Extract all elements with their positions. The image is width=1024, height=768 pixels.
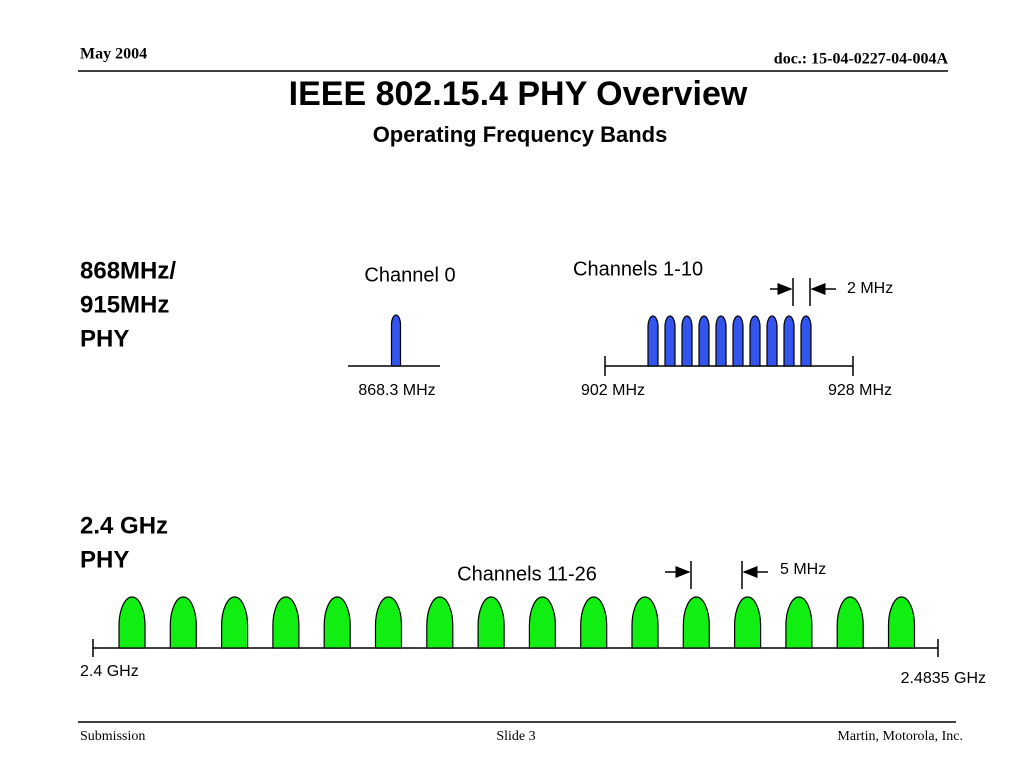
freq-label: 868.3 MHz	[358, 382, 435, 399]
channel-pulse	[732, 315, 744, 367]
channel-title: Channels 1-10	[573, 258, 703, 280]
channel-pulse	[647, 315, 659, 367]
freq-label: 2.4 GHz	[80, 663, 139, 680]
channel-pulse	[734, 596, 762, 649]
channel-pulse	[800, 315, 812, 367]
channel-pulse	[374, 596, 403, 649]
channel-pulse	[836, 596, 864, 649]
channel-pulse	[528, 596, 556, 649]
subtitle: Operating Frequency Bands	[373, 122, 668, 147]
channel-pulse	[323, 596, 351, 649]
phy-label: 2.4 GHz	[80, 512, 168, 539]
channel-title: Channels 11-26	[457, 563, 597, 585]
footer-left: Submission	[80, 729, 145, 744]
phy-label: PHY	[80, 325, 129, 352]
phy-label: PHY	[80, 546, 129, 573]
freq-label: 902 MHz	[581, 382, 645, 399]
channel-pulse	[887, 596, 916, 649]
channel-pulse	[580, 596, 608, 649]
spacing-label: 5 MHz	[780, 561, 826, 578]
channel-pulse	[221, 596, 249, 649]
channel-pulse	[390, 314, 402, 367]
channel-pulse	[169, 596, 197, 649]
freq-label: 2.4835 GHz	[901, 670, 986, 687]
channel-pulse	[272, 596, 300, 649]
footer-center: Slide 3	[496, 729, 535, 744]
spacing-label: 2 MHz	[847, 280, 893, 297]
footer-right: Martin, Motorola, Inc.	[837, 729, 963, 744]
channel-pulse	[664, 315, 676, 367]
channel-pulse	[681, 315, 693, 367]
channel-pulse	[715, 315, 727, 367]
channel-pulse	[682, 596, 710, 649]
channel-title: Channel 0	[364, 264, 455, 286]
channel-pulse	[118, 596, 146, 649]
channel-pulse	[698, 315, 710, 367]
phy-label: 915MHz	[80, 291, 169, 318]
title: IEEE 802.15.4 PHY Overview	[289, 75, 748, 113]
channel-pulse	[477, 596, 505, 649]
channel-pulse	[766, 315, 778, 367]
header-date: May 2004	[80, 46, 147, 63]
channel-pulse	[426, 596, 454, 649]
channel-pulse	[631, 596, 659, 649]
header-doc: doc.: 15-04-0227-04-004A	[774, 51, 949, 68]
freq-label: 928 MHz	[828, 382, 892, 399]
channel-pulse	[785, 596, 813, 649]
phy-label: 868MHz/	[80, 257, 176, 284]
channel-pulse	[749, 315, 761, 367]
channel-pulse	[783, 315, 795, 367]
